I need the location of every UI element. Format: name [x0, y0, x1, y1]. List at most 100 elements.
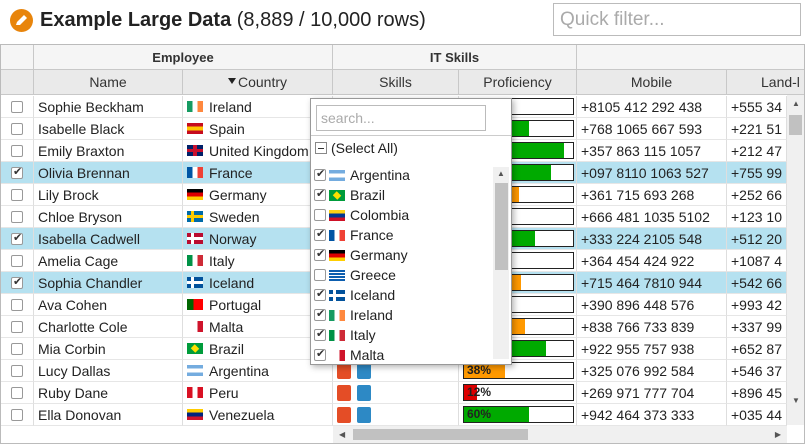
horizontal-scrollbar[interactable]: ◀ ▶: [333, 426, 787, 443]
name-cell: Isabelle Black: [34, 118, 183, 140]
filter-option-checkbox[interactable]: [314, 269, 326, 281]
table-row[interactable]: Ella Donovan Venezuela 60% +942 464 373 …: [1, 404, 804, 426]
filter-option-checkbox[interactable]: [314, 307, 326, 321]
scroll-right-icon[interactable]: ▶: [774, 430, 781, 439]
proficiency-bar: 12%: [463, 384, 574, 401]
vertical-scrollbar[interactable]: ▲ ▼: [787, 95, 804, 425]
filter-option-greece[interactable]: Greece: [314, 265, 396, 285]
landline-cell: +652 87: [727, 338, 787, 360]
filter-option-argentina[interactable]: Argentina: [314, 165, 410, 185]
filter-option-colombia[interactable]: Colombia: [314, 205, 409, 225]
row-select-cell[interactable]: [1, 228, 34, 250]
header-landline[interactable]: Land-l: [727, 70, 804, 95]
flag-spain-icon: [187, 123, 203, 134]
landline-cell: +337 99: [727, 316, 787, 338]
filter-option-malta[interactable]: Malta: [314, 345, 384, 361]
quick-filter-input[interactable]: [553, 3, 801, 36]
row-checkbox[interactable]: [11, 122, 23, 135]
row-checkbox[interactable]: [11, 210, 23, 223]
flag-italy-icon: [329, 329, 345, 341]
header-skills[interactable]: Skills: [333, 70, 459, 95]
filter-option-italy[interactable]: Italy: [314, 325, 376, 345]
filter-option-checkbox[interactable]: [314, 227, 326, 241]
mobile-cell: +333 224 2105 548: [577, 228, 727, 250]
row-select-cell[interactable]: [1, 118, 34, 140]
landline-cell: +252 66: [727, 184, 787, 206]
filter-option-france[interactable]: France: [314, 225, 394, 245]
header-proficiency[interactable]: Proficiency: [459, 70, 577, 95]
flag-malta-icon: [187, 321, 203, 332]
row-select-cell[interactable]: [1, 404, 34, 426]
row-select-cell[interactable]: [1, 140, 34, 162]
row-checkbox[interactable]: [11, 386, 23, 399]
row-select-cell[interactable]: [1, 96, 34, 118]
row-select-cell[interactable]: [1, 162, 34, 184]
header-group-select: [1, 45, 34, 70]
row-checkbox[interactable]: [11, 320, 23, 333]
row-checkbox[interactable]: [11, 364, 23, 377]
filter-option-checkbox[interactable]: [314, 167, 326, 181]
row-checkbox[interactable]: [11, 408, 23, 421]
row-select-cell[interactable]: [1, 382, 34, 404]
filter-option-checkbox[interactable]: [314, 187, 326, 201]
filter-search-input[interactable]: [316, 105, 486, 131]
mobile-cell: +269 971 777 704: [577, 382, 727, 404]
select-all-option[interactable]: (Select All): [315, 140, 398, 156]
filter-option-checkbox[interactable]: [314, 287, 326, 301]
country-cell: Norway: [183, 228, 333, 250]
row-select-cell[interactable]: [1, 360, 34, 382]
mobile-cell: +364 454 424 922: [577, 250, 727, 272]
filter-option-checkbox[interactable]: [314, 327, 326, 341]
filter-option-germany[interactable]: Germany: [314, 245, 408, 265]
mobile-cell: +715 464 7810 944: [577, 272, 727, 294]
row-checkbox[interactable]: [11, 254, 23, 267]
flag-malta-icon: [329, 349, 345, 361]
scroll-down-icon[interactable]: ▼: [792, 396, 800, 405]
header-mobile[interactable]: Mobile: [577, 70, 727, 95]
scroll-up-icon[interactable]: ▲: [792, 99, 800, 108]
name-cell: Ava Cohen: [34, 294, 183, 316]
vertical-scroll-thumb[interactable]: [789, 115, 802, 135]
table-row[interactable]: Emily Braxton United Kingdom +357 863 11…: [1, 140, 804, 162]
scroll-left-icon[interactable]: ◀: [339, 430, 346, 439]
filter-option-iceland[interactable]: Iceland: [314, 285, 395, 305]
row-select-cell[interactable]: [1, 206, 34, 228]
filter-option-checkbox[interactable]: [314, 247, 326, 261]
row-select-cell[interactable]: [1, 338, 34, 360]
row-select-cell[interactable]: [1, 272, 34, 294]
row-select-cell[interactable]: [1, 250, 34, 272]
landline-cell: +542 66: [727, 272, 787, 294]
row-checkbox[interactable]: [11, 188, 23, 201]
header-country[interactable]: Country: [183, 70, 333, 95]
landline-cell: +555 34: [727, 96, 787, 118]
flag-venezuela-icon: [187, 409, 203, 420]
scroll-up-icon[interactable]: ▲: [497, 169, 505, 178]
row-checkbox[interactable]: [11, 342, 23, 355]
filter-list-scroll-thumb[interactable]: [495, 183, 508, 270]
filter-list-scrollbar[interactable]: ▲: [493, 167, 509, 359]
proficiency-cell: 38%: [459, 360, 577, 382]
partial-checkbox-icon[interactable]: [315, 142, 327, 154]
proficiency-cell: 60%: [459, 404, 577, 426]
header-name[interactable]: Name: [34, 70, 183, 95]
row-select-cell[interactable]: [1, 294, 34, 316]
name-cell: Emily Braxton: [34, 140, 183, 162]
filter-option-brazil[interactable]: Brazil: [314, 185, 385, 205]
row-select-cell[interactable]: [1, 316, 34, 338]
row-checkbox[interactable]: [11, 100, 23, 113]
row-checkbox[interactable]: [11, 144, 23, 157]
mobile-cell: +922 955 757 938: [577, 338, 727, 360]
filter-option-checkbox[interactable]: [314, 347, 326, 361]
html5-icon: [337, 406, 351, 423]
horizontal-scroll-thumb[interactable]: [353, 429, 528, 440]
flag-france-icon: [329, 229, 345, 241]
row-checkbox[interactable]: [11, 231, 23, 245]
row-checkbox[interactable]: [11, 275, 23, 289]
row-checkbox[interactable]: [11, 298, 23, 311]
row-select-cell[interactable]: [1, 184, 34, 206]
filter-option-ireland[interactable]: Ireland: [314, 305, 393, 325]
table-row[interactable]: Lucy Dallas Argentina 38% +325 076 992 5…: [1, 360, 804, 382]
row-checkbox[interactable]: [11, 165, 23, 179]
filter-option-checkbox[interactable]: [314, 209, 326, 221]
table-row[interactable]: Ruby Dane Peru 12% +269 971 777 704 +896…: [1, 382, 804, 404]
